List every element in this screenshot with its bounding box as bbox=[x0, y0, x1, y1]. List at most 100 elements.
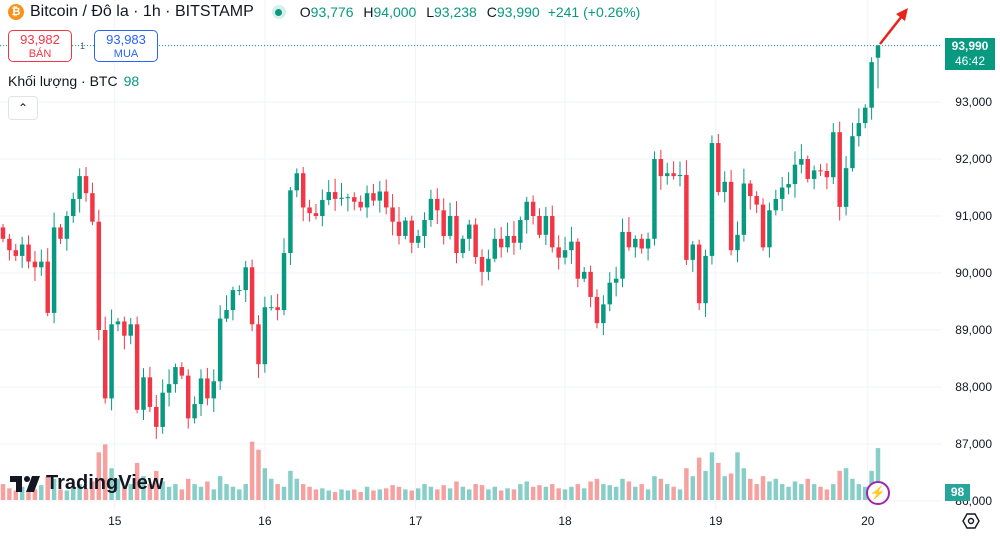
volume-bar bbox=[288, 470, 293, 500]
candle bbox=[722, 181, 727, 193]
volume-bar bbox=[645, 489, 651, 500]
volume-bar bbox=[396, 486, 402, 500]
candle bbox=[371, 193, 376, 201]
candle bbox=[435, 198, 440, 211]
volume-bar bbox=[269, 478, 274, 500]
candle bbox=[415, 235, 421, 243]
volume-bar bbox=[90, 481, 95, 500]
volume-bar bbox=[13, 490, 19, 500]
candle bbox=[179, 367, 185, 376]
candle bbox=[83, 176, 89, 194]
candle bbox=[741, 183, 747, 235]
volume-bar bbox=[748, 478, 753, 500]
trend-arrow-annotation[interactable] bbox=[879, 8, 908, 45]
candle bbox=[843, 168, 849, 207]
candle bbox=[26, 244, 31, 262]
volume-bar bbox=[403, 489, 408, 500]
volume-bar bbox=[831, 484, 836, 500]
candle bbox=[128, 324, 133, 336]
volume-bar bbox=[19, 486, 25, 500]
volume-bar bbox=[479, 485, 485, 500]
price-tick-label: 90,000 bbox=[955, 266, 992, 280]
volume-bar bbox=[613, 486, 619, 500]
volume-bar bbox=[594, 478, 600, 500]
candle bbox=[594, 296, 600, 324]
volume-value-tag: 98 bbox=[945, 484, 970, 501]
candle bbox=[320, 200, 325, 216]
candle bbox=[779, 187, 785, 199]
bitcoin-icon: ₿ bbox=[8, 4, 24, 20]
candle bbox=[77, 176, 82, 199]
candle bbox=[511, 235, 517, 243]
volume-bar bbox=[716, 462, 721, 500]
volume-bar bbox=[45, 476, 50, 500]
volume-bar bbox=[728, 473, 734, 500]
candle bbox=[192, 404, 197, 419]
volume-bar bbox=[498, 490, 504, 500]
candle bbox=[792, 164, 798, 185]
candle bbox=[652, 159, 657, 239]
volume-bar bbox=[633, 486, 638, 500]
volume-bar bbox=[294, 478, 300, 500]
volume-bar bbox=[460, 486, 466, 500]
volume-bar bbox=[511, 489, 517, 500]
candle bbox=[811, 170, 817, 179]
volume-bar bbox=[102, 444, 108, 500]
collapse-legend-button[interactable]: ⌃ bbox=[8, 96, 38, 120]
volume-bar bbox=[607, 485, 612, 500]
settings-icon[interactable] bbox=[962, 513, 980, 529]
volume-legend[interactable]: Khối lượng · BTC 98 bbox=[8, 73, 140, 89]
volume-bar bbox=[256, 449, 261, 500]
volume-bar bbox=[332, 492, 338, 500]
volume-bar bbox=[454, 481, 459, 500]
volume-bar bbox=[709, 452, 715, 500]
candle bbox=[383, 191, 389, 208]
volume-bar bbox=[862, 486, 868, 500]
volume-bar bbox=[371, 490, 376, 500]
candle bbox=[275, 307, 280, 311]
volume-bar bbox=[441, 485, 446, 500]
candle bbox=[109, 324, 114, 399]
buy-button[interactable]: 93,983 MUA bbox=[94, 30, 159, 62]
volume-bar bbox=[696, 457, 702, 500]
volume-bar bbox=[811, 484, 817, 500]
candle bbox=[831, 132, 836, 178]
candle bbox=[773, 198, 779, 211]
candle bbox=[505, 235, 510, 248]
symbol-header[interactable]: ₿ Bitcoin / Đô la · 1h · BITSTAMP O93,77… bbox=[8, 3, 640, 21]
candle bbox=[875, 45, 881, 58]
candle bbox=[620, 231, 625, 279]
volume-bar bbox=[364, 486, 370, 500]
symbol-title[interactable]: Bitcoin / Đô la · 1h · BITSTAMP bbox=[30, 3, 254, 20]
candle bbox=[326, 192, 331, 201]
candle bbox=[173, 367, 178, 385]
candle bbox=[786, 184, 791, 188]
lightning-icon[interactable]: ⚡ bbox=[866, 481, 890, 505]
volume-bar bbox=[626, 481, 632, 500]
candle bbox=[805, 159, 810, 179]
candle bbox=[862, 107, 868, 124]
volume-bar bbox=[128, 484, 133, 500]
candle bbox=[543, 216, 549, 235]
chevron-up-icon: ⌃ bbox=[17, 101, 29, 115]
sell-button[interactable]: 93,982 BÁN bbox=[8, 30, 72, 62]
volume-bar bbox=[639, 484, 644, 500]
candle bbox=[690, 244, 696, 260]
candle bbox=[160, 392, 165, 427]
volume-bar bbox=[690, 476, 696, 500]
candle bbox=[205, 378, 210, 399]
candle bbox=[716, 143, 721, 193]
volume-bar bbox=[671, 486, 676, 500]
candle bbox=[588, 271, 593, 297]
tradingview-logo[interactable]: TradingView bbox=[10, 472, 163, 495]
volume-bar bbox=[805, 478, 810, 500]
candle bbox=[613, 278, 619, 283]
volume-bar bbox=[262, 468, 268, 500]
candle bbox=[396, 221, 402, 236]
volume-bar bbox=[875, 448, 881, 500]
volume-bar bbox=[505, 488, 510, 500]
last-price-tag: 93,990 46:42 bbox=[945, 38, 995, 70]
market-open-icon bbox=[271, 5, 286, 19]
candle bbox=[581, 271, 587, 279]
